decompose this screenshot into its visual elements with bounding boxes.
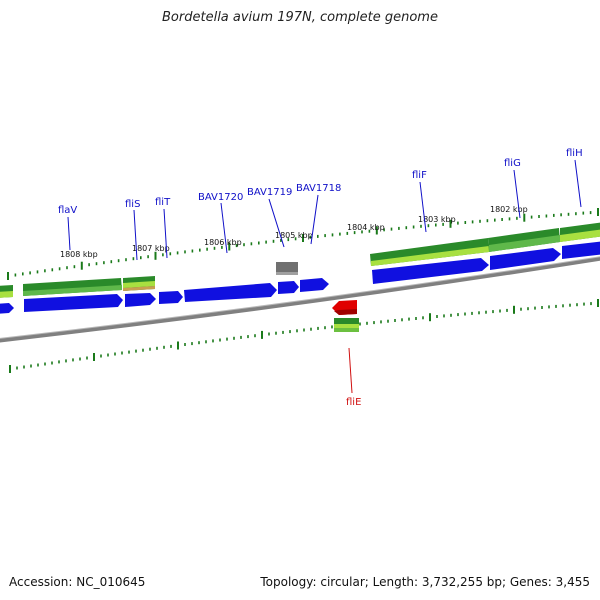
gene-feature-reverse[interactable] (334, 318, 359, 324)
other-feature[interactable] (276, 262, 298, 275)
label-leaders (67, 159, 582, 394)
cds-arrow-forward[interactable] (372, 258, 489, 284)
cds-arrow-forward[interactable] (159, 291, 183, 304)
gene-feature-reverse[interactable] (334, 328, 359, 332)
cds-arrow-forward[interactable] (125, 293, 156, 307)
gene-label[interactable]: fliF (412, 170, 427, 181)
gene-feature[interactable] (123, 281, 155, 288)
cds-arrow-forward[interactable] (184, 283, 277, 302)
scale-label: 1805 kbp (275, 231, 313, 240)
gene-feature-reverse[interactable] (334, 324, 359, 328)
cds-arrow-forward[interactable] (278, 281, 299, 294)
scale-label: 1802 kbp (490, 205, 528, 214)
genome-backbone-highlight (0, 256, 600, 339)
scale-label: 1808 kbp (60, 250, 98, 259)
gene-label[interactable]: BAV1720 (198, 192, 243, 203)
gene-label[interactable]: fliS (125, 199, 140, 210)
gene-track (0, 222, 600, 332)
cds-arrow-forward[interactable] (24, 294, 123, 312)
cds-arrow-forward[interactable] (0, 303, 14, 314)
gene-label[interactable]: BAV1718 (296, 183, 341, 194)
gene-label[interactable]: fliG (504, 158, 521, 169)
gene-label[interactable]: BAV1719 (247, 187, 292, 198)
gene-label[interactable]: flaV (58, 205, 77, 216)
gene-labels: flaV fliS fliT BAV1720 BAV1719 BAV1718 f… (58, 148, 583, 408)
scale-label: 1806 kbp (204, 238, 242, 247)
accession-text: Accession: NC_010645 (9, 575, 146, 589)
gene-feature[interactable] (560, 229, 600, 242)
other-feature[interactable] (276, 272, 298, 275)
cds-arrow-reverse-shade (334, 309, 357, 315)
cds-arrow-forward[interactable] (300, 278, 329, 292)
gene-label[interactable]: fliH (566, 148, 583, 159)
gene-label[interactable]: fliE (346, 397, 361, 408)
cds-arrow-forward[interactable] (490, 248, 561, 270)
gene-label[interactable]: fliT (155, 197, 171, 208)
gene-feature[interactable] (123, 286, 155, 291)
map-title: Bordetella avium 197N, complete genome (162, 10, 438, 25)
genome-summary-text: Topology: circular; Length: 3,732,255 bp… (260, 575, 590, 589)
gene-feature[interactable] (23, 285, 122, 296)
scale-label: 1803 kbp (418, 215, 456, 224)
genome-backbone (0, 256, 600, 343)
scale-label: 1807 kbp (132, 244, 170, 253)
cds-track (0, 241, 600, 315)
gene-feature[interactable] (371, 246, 489, 266)
scale-label: 1804 kbp (347, 223, 385, 232)
gene-feature[interactable] (0, 291, 13, 298)
scale-labels: 1808 kbp 1807 kbp 1806 kbp 1805 kbp 1804… (60, 205, 528, 259)
inner-tick-ring (9, 299, 599, 373)
gene-feature[interactable] (489, 235, 560, 252)
outer-tick-ring (7, 208, 599, 280)
cds-arrow-forward[interactable] (562, 241, 600, 259)
